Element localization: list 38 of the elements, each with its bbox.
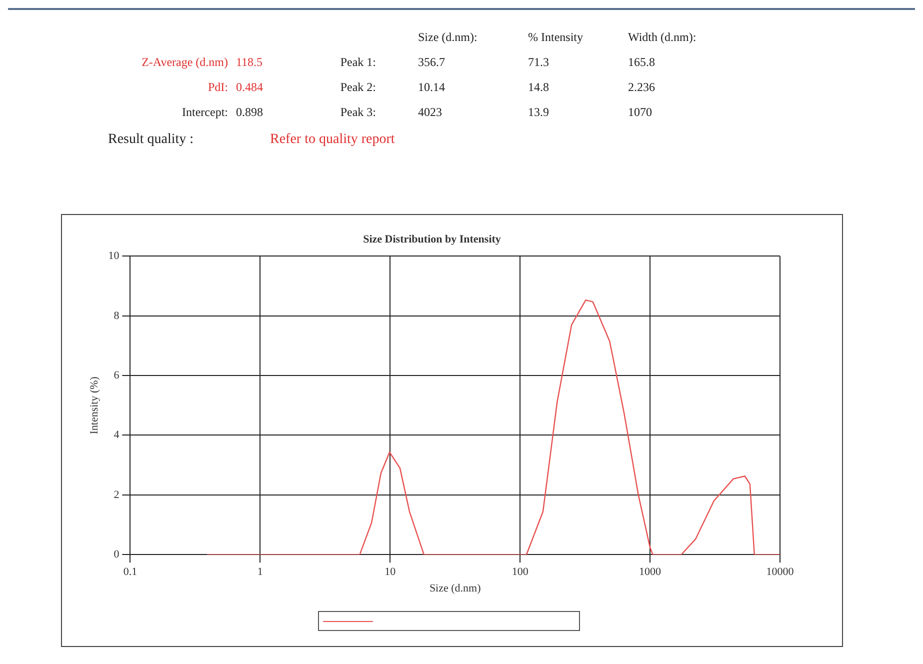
text: Peak 3: <box>340 105 376 120</box>
text: 0.898 <box>236 105 263 120</box>
text: PdI: <box>208 80 228 95</box>
text: Intercept: <box>182 105 228 120</box>
y-tick-label: 2 <box>114 488 120 501</box>
text: 356.7 <box>418 55 445 70</box>
y-tick-label: 8 <box>114 310 120 322</box>
text: Z-Average (d.nm) <box>142 55 228 70</box>
chart-title: Size Distribution by Intensity <box>363 233 502 246</box>
text: 13.9 <box>528 105 549 120</box>
y-tick-label: 10 <box>108 250 120 262</box>
text: 2.236 <box>628 80 655 95</box>
text: 71.3 <box>528 55 549 70</box>
y-axis-title: Intensity (%) <box>88 376 100 434</box>
text: Result quality : <box>108 132 194 148</box>
text: Peak 2: <box>340 80 376 95</box>
x-tick-label: 10000 <box>766 566 794 578</box>
text: Peak 1: <box>340 55 376 70</box>
x-tick-label: 10 <box>384 566 396 578</box>
y-tick-label: 4 <box>114 429 120 442</box>
text: 0.484 <box>236 80 263 95</box>
x-tick-label: 0.1 <box>123 566 138 578</box>
text: 165.8 <box>628 55 655 70</box>
text: 4023 <box>418 105 442 120</box>
y-tick-label: 0 <box>114 548 120 560</box>
text: Size (d.nm): <box>418 30 478 45</box>
text: 1070 <box>628 105 652 120</box>
text: 10.14 <box>418 80 445 95</box>
text: 118.5 <box>236 55 263 70</box>
y-tick-label: 6 <box>114 369 120 382</box>
x-tick-label: 1000 <box>639 566 662 578</box>
text: Width (d.nm): <box>628 30 696 45</box>
text: % Intensity <box>528 30 583 45</box>
text: 14.8 <box>528 80 549 95</box>
x-tick-label: 1 <box>257 566 263 578</box>
x-tick-label: 100 <box>512 566 529 578</box>
text: Refer to quality report <box>270 132 395 148</box>
x-axis-title: Size (d.nm) <box>429 582 482 594</box>
